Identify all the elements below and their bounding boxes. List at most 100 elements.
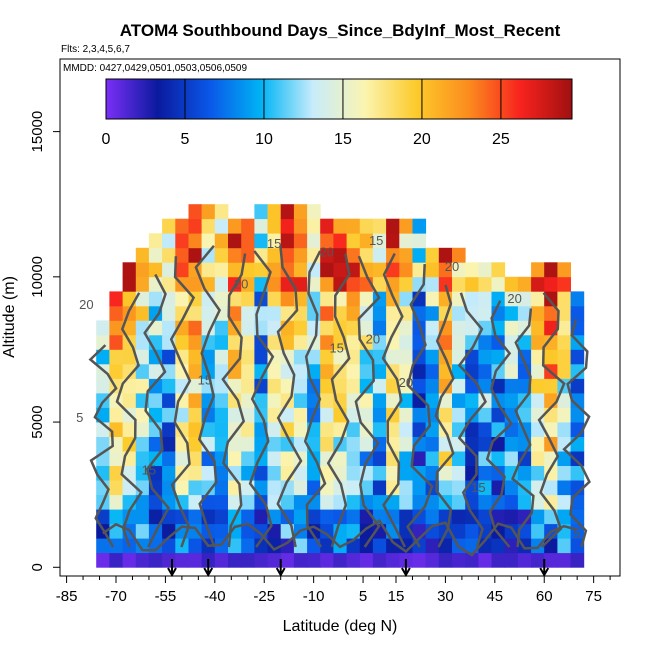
heatmap-cell: [557, 436, 571, 452]
y-axis-label: Altitude (m): [1, 276, 18, 358]
heatmap-cell: [452, 320, 466, 336]
heatmap-cell: [478, 480, 492, 496]
heatmap-cell: [399, 422, 413, 437]
heatmap-cell: [399, 509, 413, 525]
heatmap-cell: [452, 552, 466, 568]
heatmap-cell: [148, 465, 163, 481]
heatmap-cell: [346, 364, 361, 379]
heatmap-cell: [425, 538, 440, 554]
heatmap-cell: [109, 451, 123, 466]
heatmap-cell: [254, 218, 268, 234]
heatmap-cell: [109, 509, 123, 525]
heatmap-cell: [201, 291, 216, 307]
heatmap-cell: [267, 393, 282, 408]
heatmap-cell: [465, 436, 479, 452]
heatmap-cell: [109, 334, 123, 350]
heatmap-cell: [465, 320, 479, 336]
heatmap-cell: [452, 523, 466, 539]
x-tick-label: 15: [388, 588, 405, 605]
heatmap-cell: [372, 393, 387, 408]
heatmap-cell: [359, 552, 374, 568]
heatmap-cell: [557, 509, 571, 525]
heatmap-cell: [214, 480, 229, 496]
heatmap-cell: [320, 233, 334, 249]
heatmap-cell: [320, 436, 334, 452]
heatmap-cell: [267, 204, 282, 220]
heatmap-cell: [254, 378, 268, 394]
heatmap-cell: [96, 465, 110, 481]
heatmap-cell: [254, 247, 268, 263]
contour-line: [303, 250, 327, 548]
heatmap-cell: [96, 349, 110, 365]
heatmap-cell: [399, 407, 413, 423]
heatmap-cell: [452, 465, 466, 481]
heatmap-cell: [228, 451, 242, 466]
heatmap-cell: [386, 378, 400, 394]
contour-label: 15: [142, 462, 156, 477]
heatmap-cell: [478, 538, 492, 554]
heatmap-cell: [544, 393, 558, 408]
contour-label: 20: [79, 297, 93, 312]
heatmap-cell: [267, 451, 282, 466]
heatmap-cell: [372, 305, 387, 321]
heatmap-cell: [175, 407, 189, 423]
heatmap-cell: [425, 276, 440, 292]
heatmap-cell: [320, 407, 334, 423]
y-tick-label: 15000: [29, 111, 46, 153]
heatmap-cell: [491, 334, 506, 350]
heatmap-cell: [280, 204, 295, 220]
heatmap-cell: [425, 509, 440, 525]
flight-marker: [401, 559, 411, 578]
heatmap-cell: [333, 218, 347, 234]
heatmap-cell: [491, 465, 506, 481]
contour-label: 15: [471, 480, 485, 495]
heatmap-cell: [241, 349, 255, 365]
heatmap-cell: [531, 291, 545, 307]
heatmap-cell: [162, 349, 176, 365]
heatmap-cell: [346, 378, 361, 394]
heatmap-cell: [478, 494, 492, 510]
heatmap-cell: [570, 378, 585, 394]
heatmap-cell: [254, 204, 268, 220]
heatmap-cell: [175, 247, 189, 263]
heatmap-cell: [228, 465, 242, 481]
heatmap-cell: [162, 451, 176, 466]
heatmap-cell: [162, 393, 176, 408]
heatmap-cell: [491, 378, 506, 394]
heatmap-cell: [386, 393, 400, 408]
heatmap-cell: [122, 262, 137, 278]
heatmap-cell: [452, 305, 466, 321]
heatmap-cell: [188, 494, 203, 510]
heatmap-cell: [109, 305, 123, 321]
heatmap-cell: [241, 364, 255, 379]
heatmap-cell: [320, 276, 334, 292]
contour-line: [143, 273, 171, 548]
heatmap-cell: [372, 422, 387, 437]
heatmap-cell: [148, 364, 163, 379]
heatmap-cell: [293, 422, 308, 437]
heatmap-cell: [544, 480, 558, 496]
heatmap-cell: [188, 204, 203, 220]
heatmap-cell: [241, 233, 255, 249]
heatmap-cell: [241, 494, 255, 510]
heatmap-cell: [96, 407, 110, 423]
heatmap-cell: [452, 509, 466, 525]
heatmap-cell: [504, 276, 519, 292]
heatmap-cell: [162, 305, 176, 321]
x-tick-label: -10: [303, 588, 325, 605]
x-tick-label: 60: [536, 588, 553, 605]
heatmap-cell: [438, 247, 453, 263]
heatmap-cell: [399, 334, 413, 350]
heatmap-cell: [372, 509, 387, 525]
heatmap-cell: [452, 378, 466, 394]
heatmap-cell: [399, 233, 413, 249]
contour-line: [276, 245, 303, 548]
heatmap-cell: [135, 305, 150, 321]
heatmap-cell: [293, 262, 308, 278]
x-tick-label: -40: [204, 588, 226, 605]
heatmap-cell: [109, 480, 123, 496]
heatmap-cell: [307, 538, 321, 554]
heatmap-cell: [333, 349, 347, 365]
heatmap-cell: [214, 552, 229, 568]
heatmap-cell: [280, 378, 295, 394]
